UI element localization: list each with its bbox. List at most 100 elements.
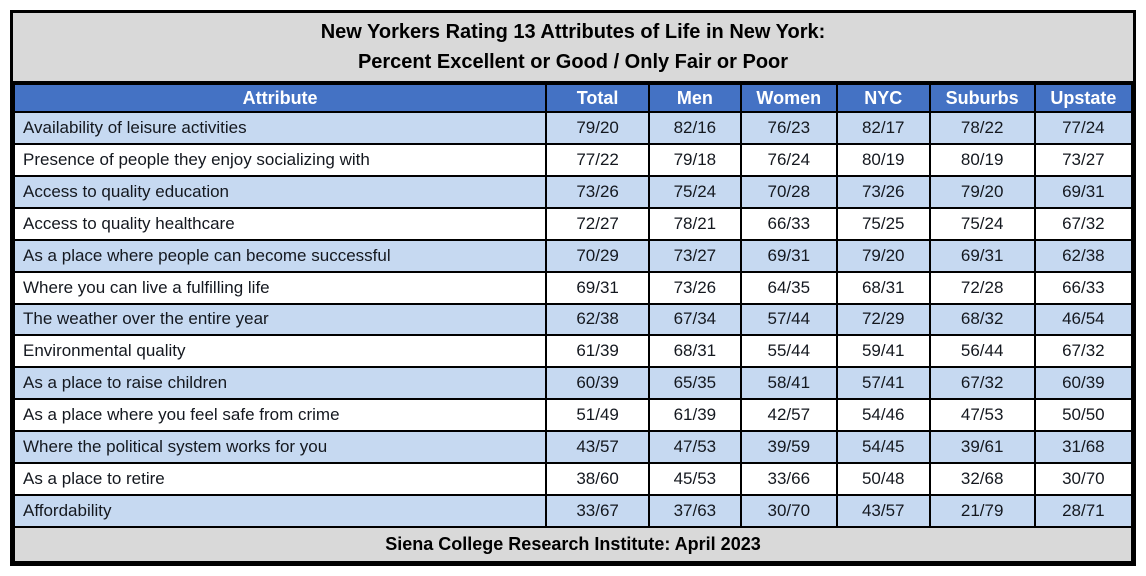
value-cell-suburbs: 56/44: [928, 334, 1036, 369]
header-row: Attribute Total Men Women NYC Suburbs Up…: [12, 83, 1134, 113]
attribute-cell: Access to quality healthcare: [12, 206, 548, 241]
table-body: Availability of leisure activities 79/20…: [12, 111, 1134, 528]
value-cell-men: 45/53: [648, 462, 742, 497]
value-cell-total: 77/22: [545, 142, 651, 177]
value-cell-suburbs: 75/24: [928, 206, 1036, 241]
table-row: Where you can live a fulfilling life 69/…: [12, 270, 1134, 305]
value-cell-nyc: 59/41: [835, 334, 931, 369]
value-cell-total: 61/39: [545, 334, 651, 369]
column-header-suburbs: Suburbs: [928, 83, 1036, 113]
value-cell-upstate: 46/54: [1033, 302, 1134, 337]
value-cell-suburbs: 80/19: [928, 142, 1036, 177]
value-cell-total: 38/60: [545, 462, 651, 497]
attribute-cell: As a place to retire: [12, 462, 548, 497]
column-header-women: Women: [739, 83, 838, 113]
value-cell-upstate: 30/70: [1033, 462, 1134, 497]
value-cell-women: 64/35: [739, 270, 838, 305]
value-cell-total: 70/29: [545, 238, 651, 273]
value-cell-nyc: 79/20: [835, 238, 931, 273]
value-cell-nyc: 73/26: [835, 174, 931, 209]
value-cell-total: 51/49: [545, 398, 651, 433]
value-cell-suburbs: 32/68: [928, 462, 1036, 497]
value-cell-total: 79/20: [545, 111, 651, 145]
value-cell-upstate: 66/33: [1033, 270, 1134, 305]
value-cell-women: 42/57: [739, 398, 838, 433]
attribute-cell: As a place where you feel safe from crim…: [12, 398, 548, 433]
value-cell-men: 73/27: [648, 238, 742, 273]
value-cell-men: 78/21: [648, 206, 742, 241]
value-cell-suburbs: 68/32: [928, 302, 1036, 337]
attribute-cell: As a place to raise children: [12, 366, 548, 401]
attribute-cell: Environmental quality: [12, 334, 548, 369]
value-cell-suburbs: 78/22: [928, 111, 1036, 145]
value-cell-nyc: 54/45: [835, 430, 931, 465]
value-cell-suburbs: 39/61: [928, 430, 1036, 465]
value-cell-total: 62/38: [545, 302, 651, 337]
value-cell-women: 57/44: [739, 302, 838, 337]
table-row: Environmental quality 61/39 68/31 55/44 …: [12, 334, 1134, 369]
table-title: New Yorkers Rating 13 Attributes of Life…: [320, 21, 826, 43]
table-row: As a place where you feel safe from crim…: [12, 398, 1134, 433]
attribute-cell: Affordability: [12, 494, 548, 528]
value-cell-men: 67/34: [648, 302, 742, 337]
value-cell-suburbs: 69/31: [928, 238, 1036, 273]
attribute-cell: Where you can live a fulfilling life: [12, 270, 548, 305]
value-cell-upstate: 50/50: [1033, 398, 1134, 433]
value-cell-suburbs: 79/20: [928, 174, 1036, 209]
value-cell-suburbs: 21/79: [928, 494, 1036, 528]
ratings-table: New Yorkers Rating 13 Attributes of Life…: [10, 10, 1136, 566]
table-row: Availability of leisure activities 79/20…: [12, 111, 1134, 145]
value-cell-women: 58/41: [739, 366, 838, 401]
value-cell-nyc: 43/57: [835, 494, 931, 528]
table-row: The weather over the entire year 62/38 6…: [12, 302, 1134, 337]
value-cell-total: 69/31: [545, 270, 651, 305]
value-cell-men: 82/16: [648, 111, 742, 145]
table-row: Where the political system works for you…: [12, 430, 1134, 465]
value-cell-total: 43/57: [545, 430, 651, 465]
table-row: Affordability 33/67 37/63 30/70 43/57 21…: [12, 494, 1134, 528]
source-caption: Siena College Research Institute: April …: [13, 526, 1133, 563]
value-cell-women: 55/44: [739, 334, 838, 369]
value-cell-men: 37/63: [648, 494, 742, 528]
table-row: Presence of people they enjoy socializin…: [12, 142, 1134, 177]
column-header-attribute: Attribute: [12, 83, 548, 113]
value-cell-suburbs: 72/28: [928, 270, 1036, 305]
table-row: As a place where people can become succe…: [12, 238, 1134, 273]
table-row: As a place to retire 38/60 45/53 33/66 5…: [12, 462, 1134, 497]
table-row: As a place to raise children 60/39 65/35…: [12, 366, 1134, 401]
value-cell-nyc: 57/41: [835, 366, 931, 401]
value-cell-nyc: 72/29: [835, 302, 931, 337]
value-cell-nyc: 80/19: [835, 142, 931, 177]
attributes-table: Attribute Total Men Women NYC Suburbs Up…: [12, 83, 1134, 563]
value-cell-women: 76/24: [739, 142, 838, 177]
value-cell-upstate: 67/32: [1033, 206, 1134, 241]
table-subtitle: Percent Excellent or Good / Only Fair or…: [357, 51, 789, 73]
column-header-total: Total: [545, 83, 651, 113]
value-cell-men: 65/35: [648, 366, 742, 401]
column-header-upstate: Upstate: [1033, 83, 1134, 113]
value-cell-upstate: 73/27: [1033, 142, 1134, 177]
value-cell-total: 72/27: [545, 206, 651, 241]
value-cell-men: 79/18: [648, 142, 742, 177]
column-header-men: Men: [648, 83, 742, 113]
table-row: Access to quality education 73/26 75/24 …: [12, 174, 1134, 209]
value-cell-total: 33/67: [545, 494, 651, 528]
value-cell-nyc: 50/48: [835, 462, 931, 497]
value-cell-nyc: 82/17: [835, 111, 931, 145]
value-cell-women: 39/59: [739, 430, 838, 465]
value-cell-suburbs: 67/32: [928, 366, 1036, 401]
value-cell-men: 73/26: [648, 270, 742, 305]
value-cell-total: 73/26: [545, 174, 651, 209]
value-cell-women: 33/66: [739, 462, 838, 497]
value-cell-men: 75/24: [648, 174, 742, 209]
value-cell-nyc: 54/46: [835, 398, 931, 433]
value-cell-upstate: 77/24: [1033, 111, 1134, 145]
value-cell-nyc: 75/25: [835, 206, 931, 241]
value-cell-total: 60/39: [545, 366, 651, 401]
value-cell-women: 76/23: [739, 111, 838, 145]
attribute-cell: Availability of leisure activities: [12, 111, 548, 145]
value-cell-women: 66/33: [739, 206, 838, 241]
value-cell-suburbs: 47/53: [928, 398, 1036, 433]
attribute-cell: The weather over the entire year: [12, 302, 548, 337]
attribute-cell: As a place where people can become succe…: [12, 238, 548, 273]
